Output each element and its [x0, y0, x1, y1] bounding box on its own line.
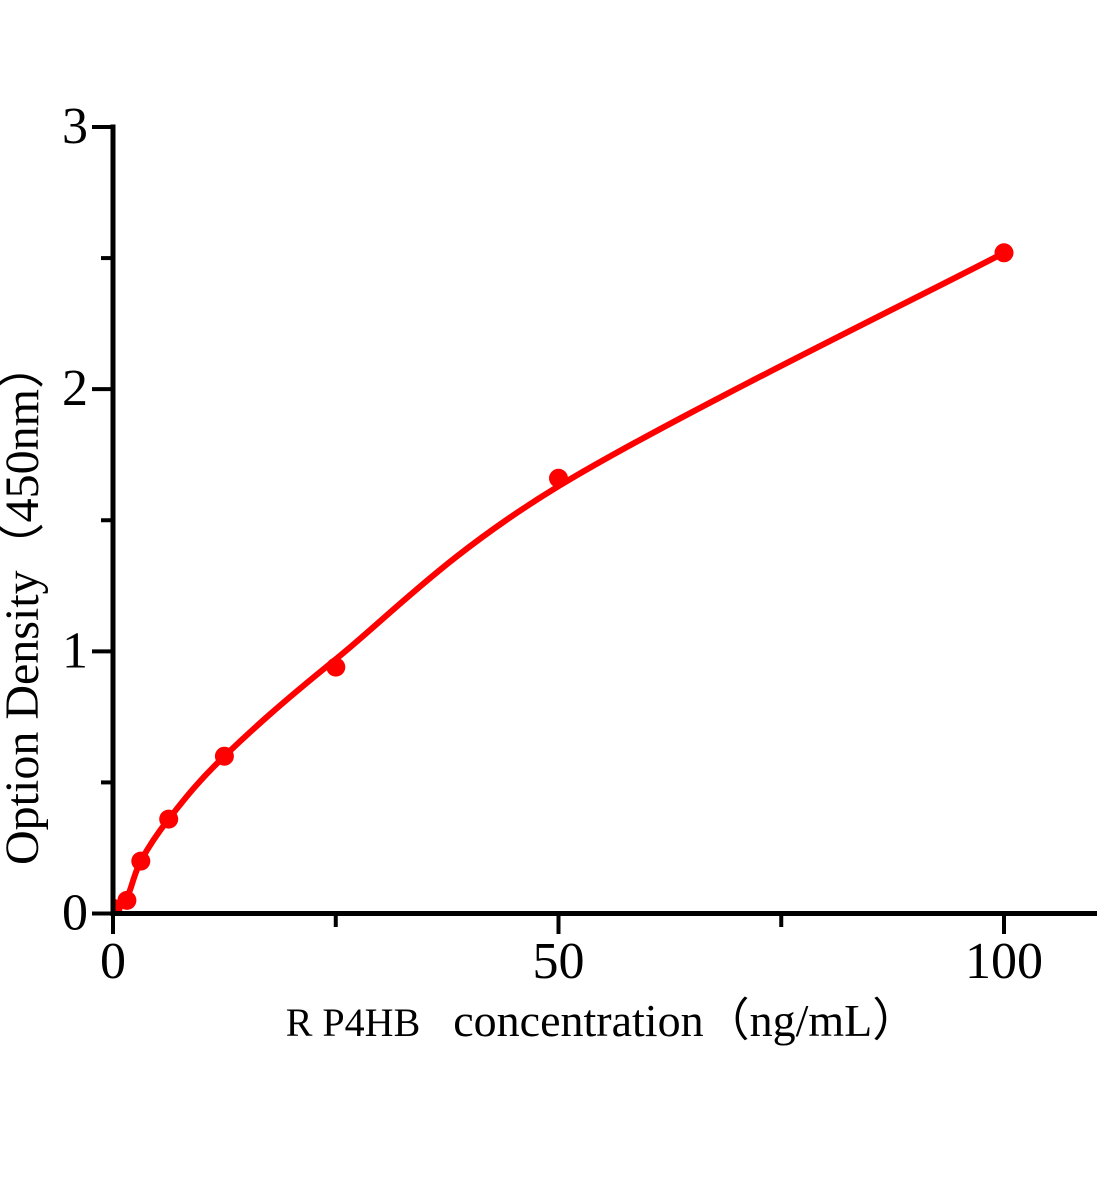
data-point: [549, 468, 568, 488]
x-tick-label: 100: [965, 933, 1043, 990]
x-axis-title: R P4HB concentration（ng/mL）: [286, 995, 919, 1046]
x-tick-label: 0: [100, 933, 126, 990]
axes-layer: [110, 124, 1097, 916]
series-layer: [113, 243, 1014, 912]
y-tick-label: 2: [62, 360, 88, 417]
fit-curve: [113, 249, 1007, 912]
data-point: [326, 657, 346, 677]
data-point: [117, 890, 137, 910]
y-tick-label: 1: [62, 622, 88, 679]
ticks-layer: 0 50 100 0 1 2 3: [62, 98, 1043, 990]
data-point: [994, 243, 1014, 263]
y-tick-label: 3: [62, 98, 88, 155]
y-axis-title: Option Density（450nm）: [0, 341, 49, 865]
x-tick-label: 50: [533, 933, 585, 990]
data-point: [214, 746, 234, 766]
y-tick-label: 0: [62, 885, 88, 942]
x-axis-title-prefix: R P4HB: [286, 1000, 421, 1045]
data-point: [131, 851, 151, 871]
data-point: [159, 809, 179, 829]
x-axis-title-main: concentration（ng/mL）: [453, 995, 918, 1046]
